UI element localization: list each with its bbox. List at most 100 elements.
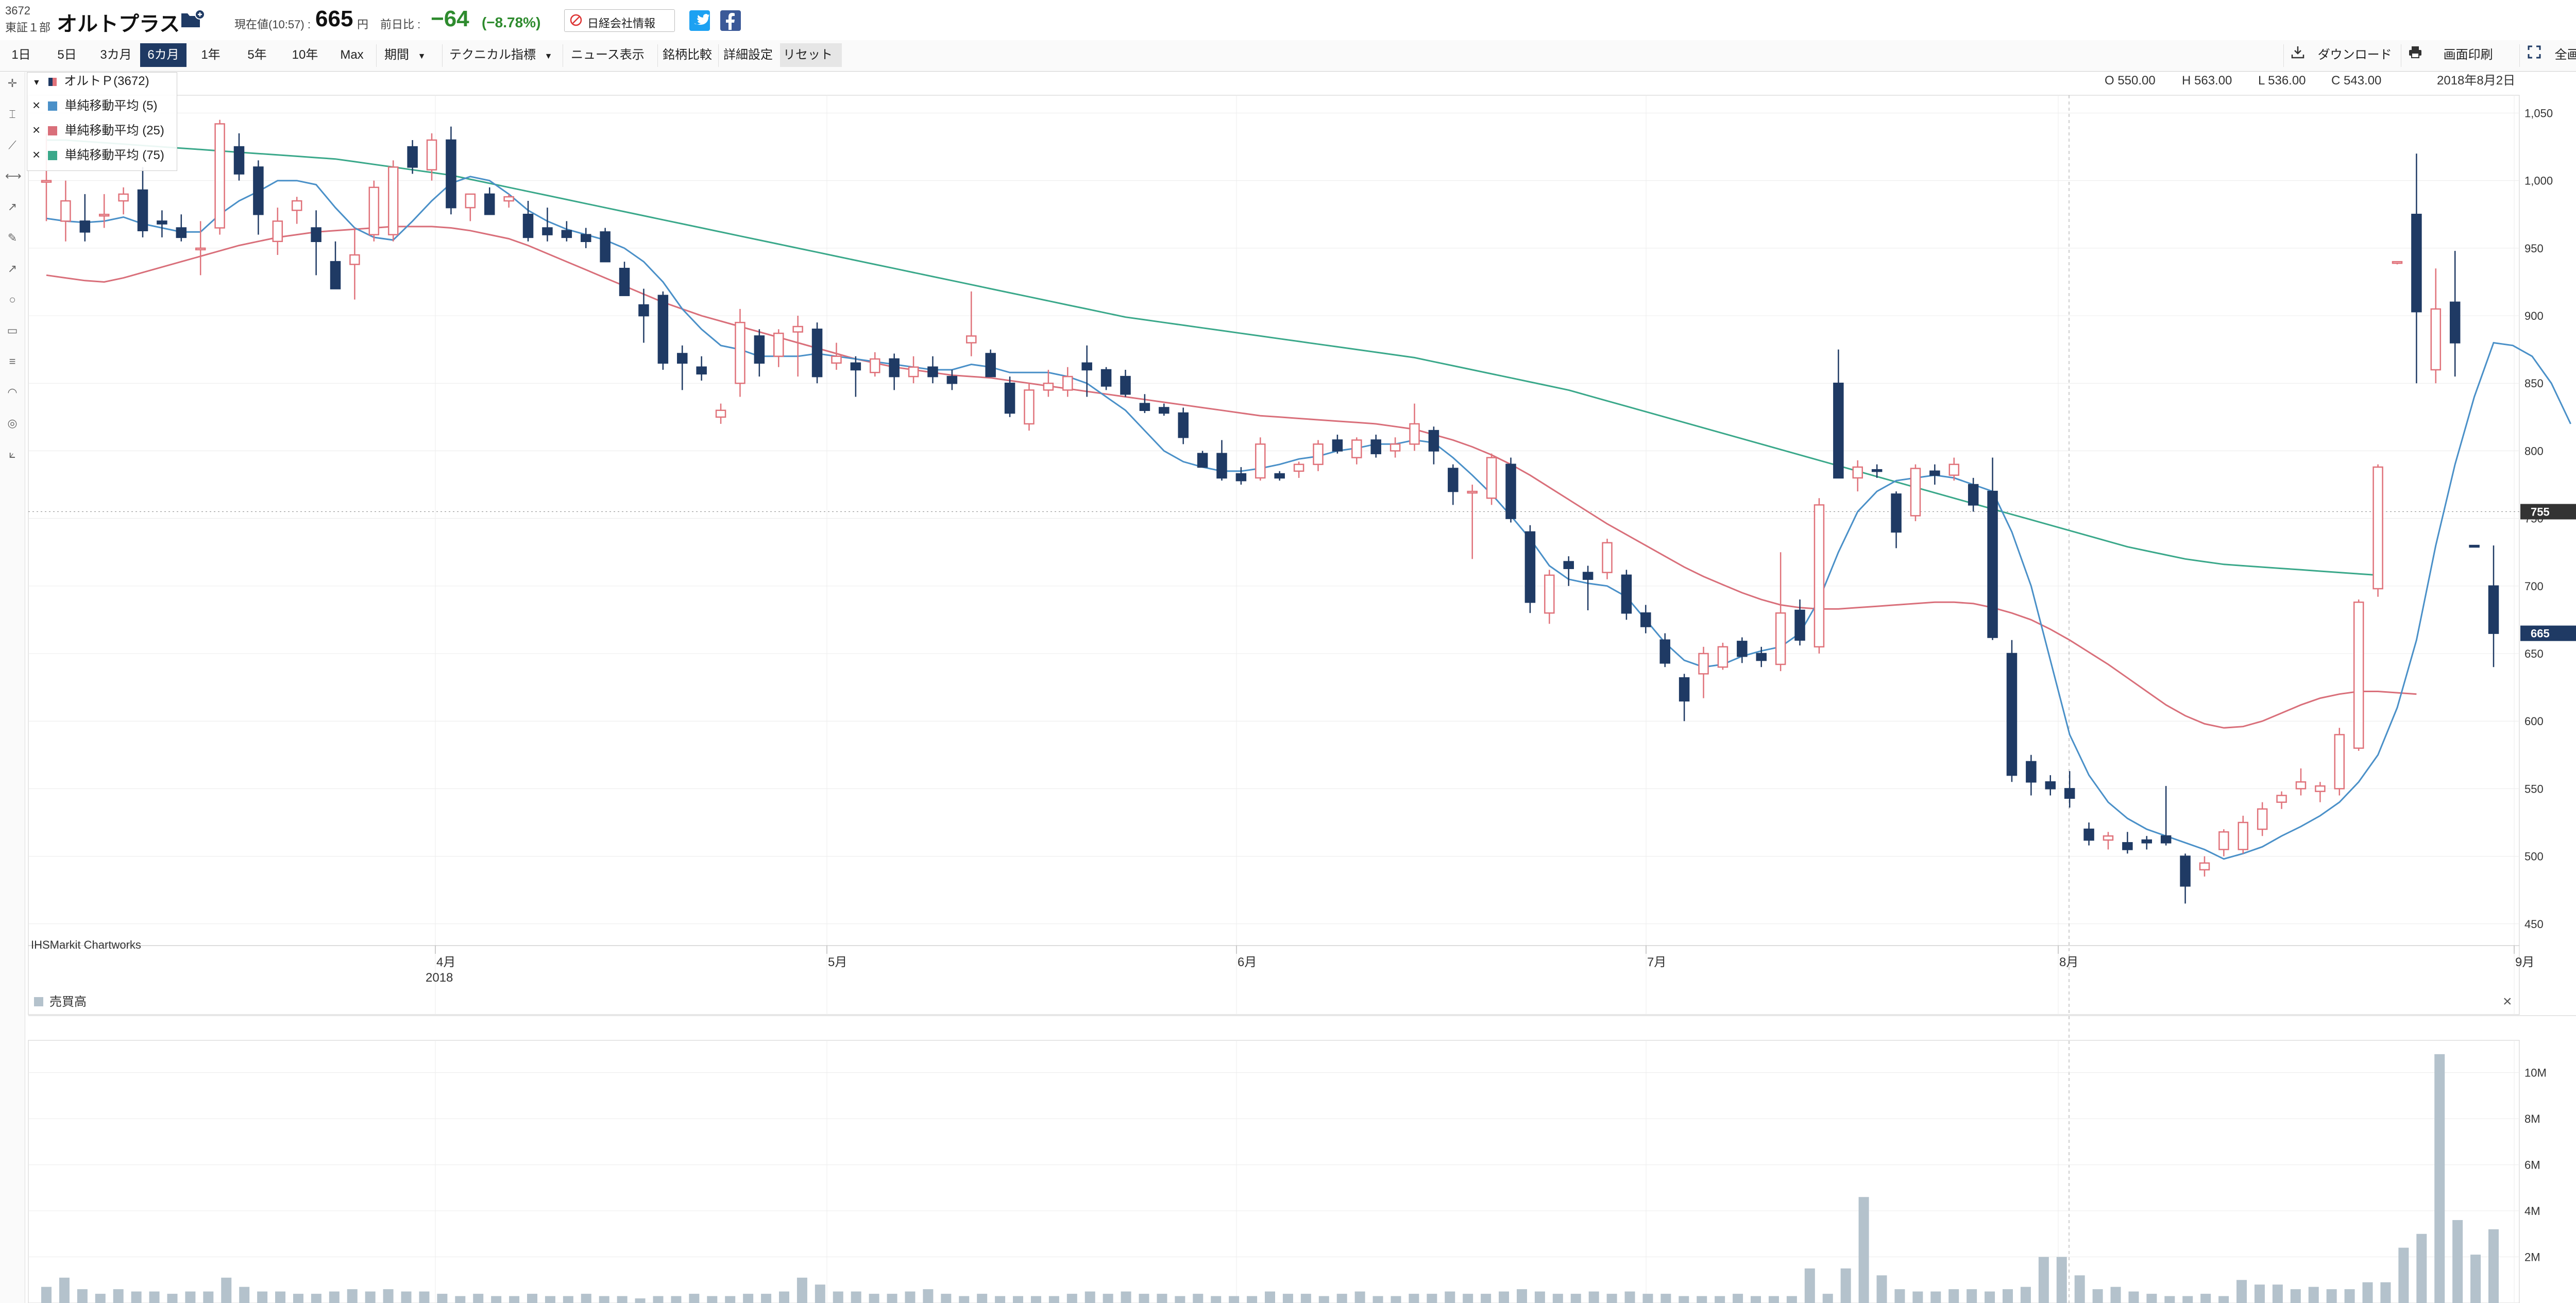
volume-bar[interactable] [77,1289,88,1303]
volume-bar[interactable] [778,1291,789,1303]
volume-bar[interactable] [1606,1294,1617,1303]
candle-body[interactable] [446,139,456,209]
news-display-button[interactable]: ニュース表示 [571,48,645,62]
period-5d-button[interactable]: 5日 [57,48,77,62]
candle-body[interactable] [2276,795,2287,803]
candle-body[interactable] [1351,439,1362,458]
chart-tool-icon[interactable]: ⟀ [9,448,16,460]
volume-bar[interactable] [473,1294,484,1303]
candle-body[interactable] [1929,470,1940,476]
volume-bar[interactable] [1409,1294,1419,1303]
candle-body[interactable] [1159,407,1170,414]
ma25-legend-row[interactable]: × 単純移動平均 (25) [32,121,164,139]
volume-bar[interactable] [2362,1282,2373,1303]
volume-bar[interactable] [851,1291,861,1303]
volume-bar[interactable] [1660,1294,1671,1303]
candle-body[interactable] [1602,542,1613,573]
candle-body[interactable] [1043,382,1054,391]
candle-body[interactable] [2006,653,2018,776]
volume-bar[interactable] [689,1294,700,1303]
symbol-legend-row[interactable]: ▼ オルトＰ(3672) [32,73,149,90]
volume-bar[interactable] [1930,1291,1941,1303]
volume-bar[interactable] [1751,1296,1761,1303]
period-1y-button[interactable]: 1年 [201,48,221,62]
volume-bar[interactable] [959,1296,970,1303]
volume-bar[interactable] [635,1298,646,1303]
period-max-button[interactable]: Max [340,48,364,62]
volume-bar[interactable] [41,1287,52,1303]
volume-bar[interactable] [1715,1296,1725,1303]
volume-bar[interactable] [2380,1282,2391,1303]
volume-bar[interactable] [1534,1291,1545,1303]
volume-bar[interactable] [1463,1294,1473,1303]
twitter-icon[interactable] [689,10,710,31]
volume-bar[interactable] [365,1291,376,1303]
nikkei-company-info-button[interactable]: 日経会社情報 [564,9,675,32]
candle-body[interactable] [850,362,861,371]
volume-bar[interactable] [1157,1294,1167,1303]
volume-bar[interactable] [653,1296,664,1303]
volume-bar[interactable] [131,1291,142,1303]
candle-body[interactable] [1024,389,1035,425]
candle-body[interactable] [1409,423,1420,445]
volume-bar[interactable] [1894,1289,1905,1303]
candle-body[interactable] [330,261,341,289]
candle-body[interactable] [966,335,977,344]
candle-body[interactable] [1987,490,1998,638]
period-menu[interactable]: 期間 ▼ [381,43,438,67]
candle-body[interactable] [2064,788,2075,799]
candle-body[interactable] [2449,301,2461,344]
candle-body[interactable] [2469,544,2480,548]
volume-bar[interactable] [311,1294,321,1303]
volume-bar[interactable] [617,1296,628,1303]
candle-body[interactable] [1100,369,1112,387]
volume-bar[interactable] [1570,1294,1581,1303]
volume-bar[interactable] [1372,1296,1383,1303]
candle-body[interactable] [1332,439,1343,452]
candle-body[interactable] [1544,574,1555,614]
candle-body[interactable] [1833,382,1844,479]
candle-body[interactable] [1910,468,1921,517]
volume-bar[interactable] [239,1287,250,1303]
candle-body[interactable] [2372,466,2383,590]
candle-body[interactable] [1197,453,1208,468]
volume-bar[interactable] [743,1294,754,1303]
period-1d-button[interactable]: 1日 [11,48,31,62]
rectangle-tool-icon[interactable]: ▭ [7,324,18,337]
volume-bar[interactable] [1499,1291,1510,1303]
candle-body[interactable] [195,247,206,251]
volume-bar[interactable] [1300,1294,1311,1303]
candle-body[interactable] [311,227,321,242]
volume-bar[interactable] [2002,1289,2013,1303]
period-10y-button[interactable]: 10年 [292,48,318,62]
volume-bar[interactable] [1985,1291,1995,1303]
candle-body[interactable] [2141,839,2153,844]
candle-body[interactable] [773,332,784,357]
candle-body[interactable] [1178,412,1189,438]
volume-bar[interactable] [455,1296,466,1303]
volume-bar[interactable] [1211,1296,1222,1303]
candle-body[interactable] [889,358,900,378]
volume-bar[interactable] [995,1296,1006,1303]
volume-bar[interactable] [1624,1291,1635,1303]
volume-bar[interactable] [1697,1296,1707,1303]
candle-body[interactable] [2199,862,2210,871]
candle-body[interactable] [2103,835,2114,841]
volume-bar[interactable] [1229,1296,1240,1303]
candle-body[interactable] [831,355,842,364]
volume-bar[interactable] [275,1291,286,1303]
volume-bar[interactable] [2020,1287,2031,1303]
volume-bar[interactable] [815,1284,825,1303]
volume-bar[interactable] [347,1289,358,1303]
candle-body[interactable] [619,267,630,296]
candle-body[interactable] [522,214,534,238]
candle-body[interactable] [1524,531,1536,603]
volume-bar[interactable] [1336,1294,1347,1303]
candle-body[interactable] [1216,453,1227,479]
volume-bar[interactable] [2146,1294,2157,1303]
candle-body[interactable] [638,304,649,317]
volume-bar[interactable] [1354,1291,1365,1303]
candle-body[interactable] [2045,781,2056,790]
candle-body[interactable] [1293,464,1304,472]
candle-body[interactable] [1891,493,1902,533]
